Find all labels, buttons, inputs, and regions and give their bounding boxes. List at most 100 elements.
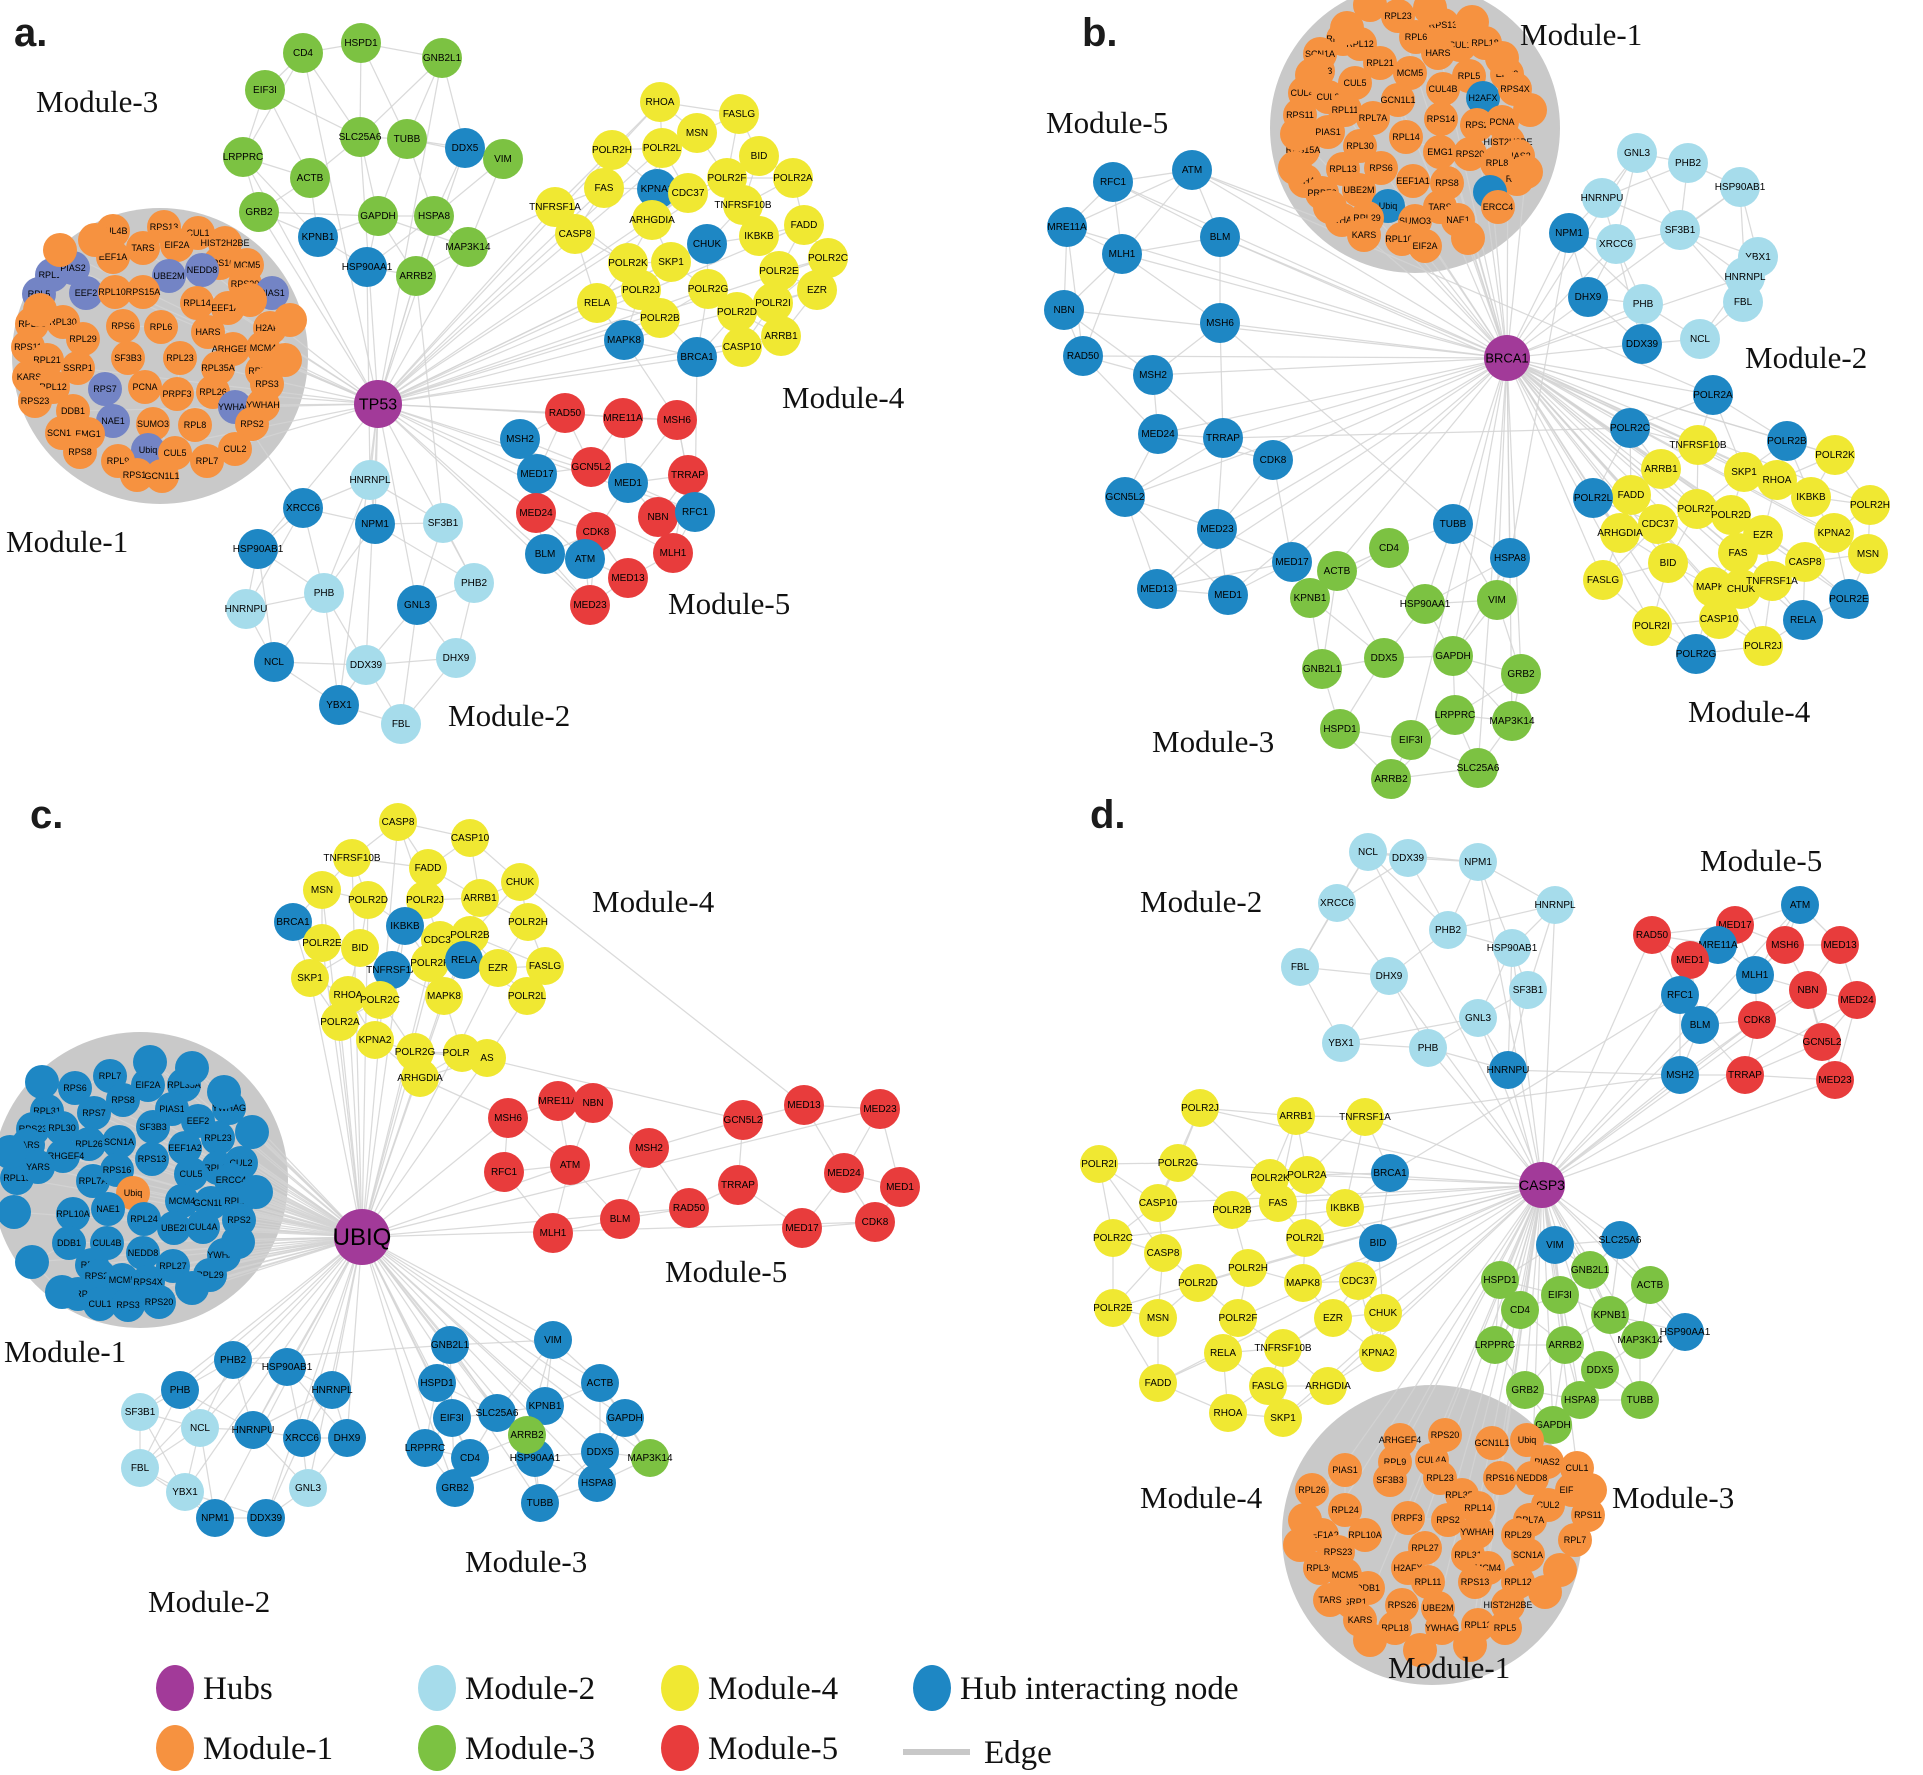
network-node-MRE11A[interactable]: [538, 1081, 578, 1121]
network-node-TARS[interactable]: [126, 231, 160, 265]
network-node-FADD[interactable]: [409, 849, 447, 887]
hub-node-TP53[interactable]: [354, 380, 402, 428]
network-node-CASP8[interactable]: [1144, 1234, 1182, 1272]
network-node-ARRB1[interactable]: [1641, 449, 1681, 489]
network-node-PHB2[interactable]: [1668, 143, 1708, 183]
network-node-RELA[interactable]: [1204, 1334, 1242, 1372]
network-node-BLM[interactable]: [1200, 217, 1240, 257]
network-node-NEDD8[interactable]: [1515, 1461, 1549, 1495]
network-node-MAP3K14[interactable]: [1492, 701, 1532, 741]
network-node-GNB2L1[interactable]: [1302, 649, 1342, 689]
network-node-MCM5[interactable]: [1393, 56, 1427, 90]
network-node-MSN[interactable]: [303, 871, 341, 909]
network-node-DHX9[interactable]: [328, 1419, 366, 1457]
network-node-KPNA2[interactable]: [637, 169, 677, 209]
network-node-EIF3I[interactable]: [1541, 1276, 1579, 1314]
network-node-UBE2M[interactable]: [1342, 173, 1376, 207]
network-node-XRCC6[interactable]: [1596, 224, 1636, 264]
network-node-SLC25A6[interactable]: [1458, 748, 1498, 788]
network-node-DDX5[interactable]: [445, 128, 485, 168]
network-node-CASP10[interactable]: [451, 819, 489, 857]
network-node-ARRB2[interactable]: [1371, 759, 1411, 799]
network-node-SF3B3[interactable]: [111, 341, 145, 375]
network-node-ARHGDIA[interactable]: [1600, 513, 1640, 553]
network-node[interactable]: [1455, 5, 1489, 39]
network-node-SF3B1[interactable]: [423, 503, 463, 543]
network-node-ACTB[interactable]: [1631, 1266, 1669, 1304]
network-node[interactable]: [1288, 1503, 1322, 1537]
network-node-YARS[interactable]: [21, 1150, 55, 1184]
network-node-MED17[interactable]: [517, 454, 557, 494]
network-node-POLR2I[interactable]: [1080, 1145, 1118, 1183]
network-node-RPS2[interactable]: [1431, 1503, 1465, 1537]
network-node-CD4[interactable]: [1369, 528, 1409, 568]
network-node-ARRB1[interactable]: [1277, 1097, 1315, 1135]
network-node-CD4[interactable]: [1501, 1291, 1539, 1329]
network-node-POLR2H[interactable]: [592, 130, 632, 170]
network-node-NCL[interactable]: [1680, 319, 1720, 359]
network-node-PHB2[interactable]: [214, 1341, 252, 1379]
network-node-RPS20[interactable]: [1428, 1418, 1462, 1452]
network-node-RPL7A[interactable]: [1356, 101, 1390, 135]
network-node-NPM1[interactable]: [355, 504, 395, 544]
network-node-Ubiq[interactable]: [116, 1176, 150, 1210]
network-node-HSPD1[interactable]: [1320, 709, 1360, 749]
network-node[interactable]: [1403, 1633, 1437, 1667]
network-node-RAD50[interactable]: [669, 1188, 709, 1228]
network-node[interactable]: [78, 223, 112, 257]
network-node-RPS20[interactable]: [142, 1285, 176, 1319]
network-node-MSH6[interactable]: [488, 1098, 528, 1138]
network-node-CUL4B[interactable]: [1426, 72, 1460, 106]
network-node-FAS[interactable]: [584, 168, 624, 208]
network-node-SLC25A6[interactable]: [478, 1394, 516, 1432]
network-node-BLM[interactable]: [1681, 1006, 1719, 1044]
network-node-GRB2[interactable]: [1501, 654, 1541, 694]
network-node-KPNB1[interactable]: [1591, 1296, 1629, 1334]
network-node-H2AFX[interactable]: [1466, 81, 1500, 115]
network-node-MED24[interactable]: [1838, 981, 1876, 1019]
network-node-PIAS1[interactable]: [1328, 1453, 1362, 1487]
network-node-FASLG[interactable]: [526, 947, 564, 985]
network-node-GCN5L2[interactable]: [723, 1100, 763, 1140]
network-node-MED17[interactable]: [1272, 542, 1312, 582]
network-node-MED23[interactable]: [570, 585, 610, 625]
network-node-EIF3I[interactable]: [433, 1399, 471, 1437]
network-node-LRPPRC[interactable]: [223, 137, 263, 177]
network-node-HSP90AB1[interactable]: [268, 1348, 306, 1386]
network-node-UBE2M[interactable]: [152, 259, 186, 293]
network-node-TUBB[interactable]: [1433, 504, 1473, 544]
network-node-GRB2[interactable]: [436, 1469, 474, 1507]
network-node-PCNA[interactable]: [128, 370, 162, 404]
network-node-ARRB2[interactable]: [1546, 1326, 1584, 1364]
network-node-RELA[interactable]: [577, 283, 617, 323]
network-node-HSP90AB1[interactable]: [1720, 167, 1760, 207]
network-node-POLR2C[interactable]: [361, 981, 399, 1019]
network-node[interactable]: [1573, 1473, 1607, 1507]
network-node-GNB2L1[interactable]: [431, 1326, 469, 1364]
network-node-NAE1[interactable]: [91, 1192, 125, 1226]
network-node-DDX5[interactable]: [581, 1433, 619, 1471]
network-node-HSP90AB1[interactable]: [238, 529, 278, 569]
network-node-GCN5L2[interactable]: [1105, 477, 1145, 517]
network-node-RPL8[interactable]: [178, 408, 212, 442]
network-node-GAPDH[interactable]: [1433, 636, 1473, 676]
network-node-RPS13[interactable]: [1458, 1565, 1492, 1599]
network-node-BRCA1[interactable]: [1371, 1154, 1409, 1192]
network-node[interactable]: [1451, 221, 1485, 255]
network-node-PIAS1[interactable]: [1311, 115, 1345, 149]
network-node-RPS2[interactable]: [235, 407, 269, 441]
network-node-MED13[interactable]: [1821, 926, 1859, 964]
network-node-TNFRSF10B[interactable]: [1678, 425, 1718, 465]
network-node-SLC25A6[interactable]: [1601, 1221, 1639, 1259]
network-node-RFC1[interactable]: [1661, 976, 1699, 1014]
network-node-POLR2D[interactable]: [1711, 495, 1751, 535]
network-node-DDX5[interactable]: [1581, 1351, 1619, 1389]
network-node[interactable]: [239, 1175, 273, 1209]
network-node-CDC37[interactable]: [1638, 504, 1678, 544]
network-node-NBN[interactable]: [573, 1083, 613, 1123]
network-node-TUBB[interactable]: [521, 1484, 559, 1522]
network-node-POLR2D[interactable]: [717, 292, 757, 332]
network-node-RPL26[interactable]: [72, 1127, 106, 1161]
network-node-GNB2L1[interactable]: [422, 38, 462, 78]
network-node-TRRAP[interactable]: [1726, 1056, 1764, 1094]
